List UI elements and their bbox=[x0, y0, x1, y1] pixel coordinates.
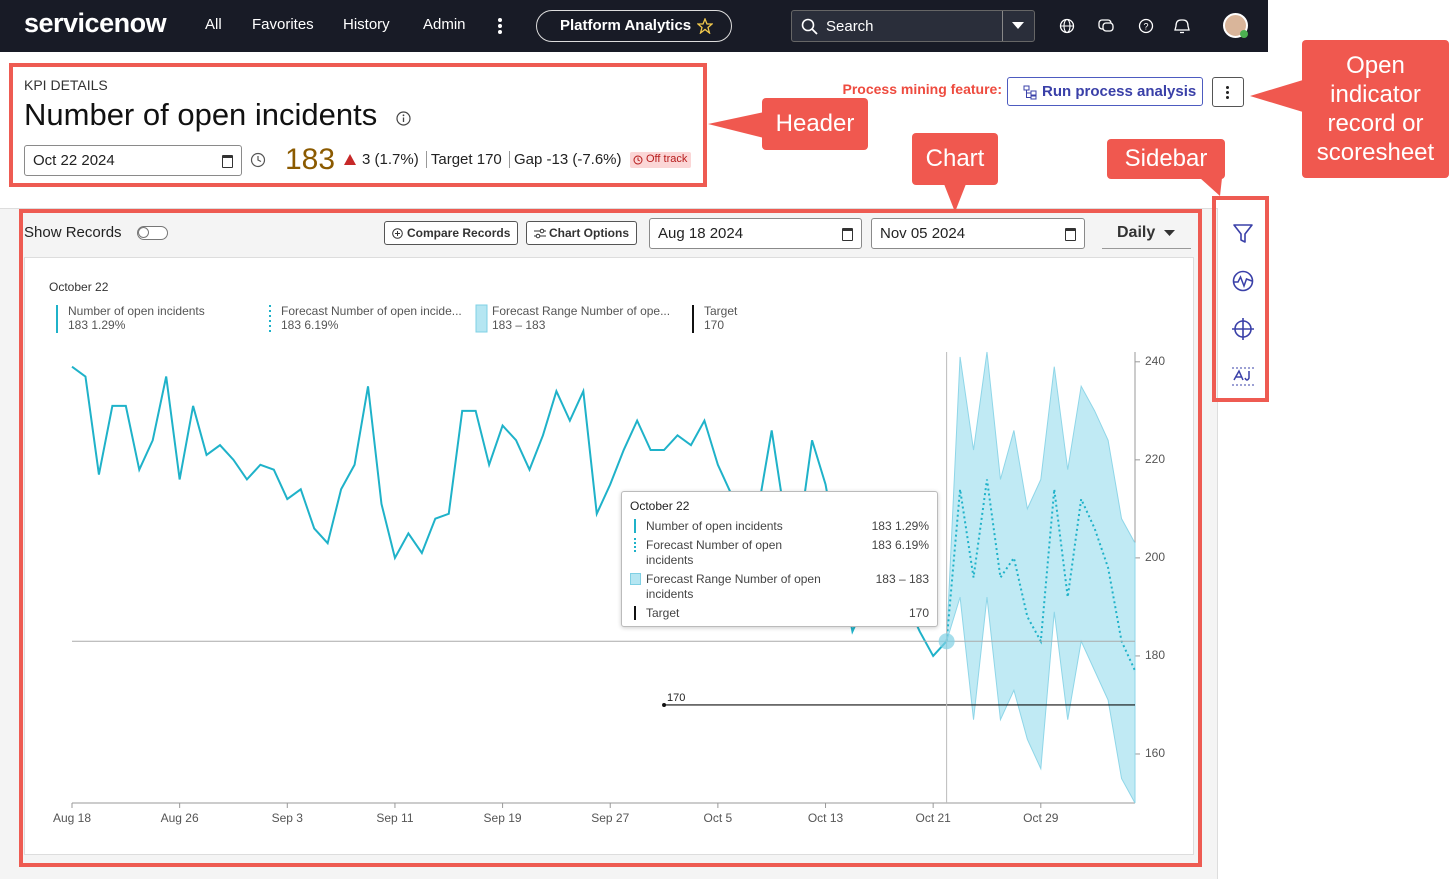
target-label: Target bbox=[425, 151, 473, 168]
calendar-icon bbox=[842, 228, 853, 241]
sidebar-icons[interactable] bbox=[1228, 220, 1258, 390]
process-label: Process mining feature: bbox=[842, 81, 1003, 97]
chart-outline bbox=[19, 209, 1202, 867]
tooltip: October 22 Number of open incidents 183 1… bbox=[621, 491, 938, 627]
show-records-toggle[interactable] bbox=[137, 226, 168, 240]
more-button[interactable] bbox=[1212, 77, 1244, 107]
status-badge: Off track bbox=[630, 152, 692, 168]
chart-options-text: Chart Options bbox=[549, 226, 629, 240]
toggle-knob bbox=[138, 227, 149, 238]
status-text: Off track bbox=[646, 153, 688, 165]
tooltip-value: 170 bbox=[908, 606, 929, 620]
status-icon bbox=[633, 155, 643, 165]
app-name: Platform Analytics bbox=[560, 17, 692, 34]
tooltip-value: 183 1.29% bbox=[871, 519, 929, 533]
run-analysis-text: Run process analysis bbox=[1042, 83, 1197, 100]
kpi-value: 183 bbox=[285, 143, 336, 176]
eyebrow: KPI DETAILS bbox=[24, 77, 108, 93]
caret[interactable] bbox=[1012, 22, 1024, 30]
show-records-label: Show Records bbox=[24, 224, 122, 241]
gap-value: -13 (-7.6%) bbox=[546, 151, 622, 168]
nav-item[interactable]: History bbox=[343, 16, 390, 33]
tooltip-label: Target bbox=[646, 606, 680, 620]
nav-icons[interactable]: ? bbox=[1058, 17, 1198, 35]
end-date-input[interactable]: Nov 05 2024 bbox=[871, 218, 1085, 249]
tooltip-value: 183 – 183 bbox=[875, 572, 929, 586]
search-placeholder: Search bbox=[826, 18, 874, 35]
presence-dot bbox=[1240, 30, 1248, 38]
logo[interactable]: servicenow bbox=[24, 8, 167, 38]
plus-icon bbox=[392, 228, 403, 239]
kpi-stats: 3 (1.7%) Target 170 Gap -13 (-7.6%) bbox=[362, 151, 622, 168]
header-outline bbox=[9, 63, 707, 187]
star-icon bbox=[697, 18, 713, 34]
callout: Header bbox=[762, 98, 868, 150]
calendar-icon bbox=[1065, 228, 1076, 241]
search-icon bbox=[801, 18, 818, 35]
run-analysis-button[interactable]: Run process analysis bbox=[1007, 77, 1203, 106]
top-nav: servicenow All Favorites History Admin P… bbox=[0, 0, 1268, 52]
kpi-title: Number of open incidents bbox=[24, 97, 378, 132]
process-icon bbox=[1023, 85, 1037, 100]
search-box[interactable]: Search bbox=[791, 10, 1035, 42]
up-arrow bbox=[344, 154, 356, 165]
caret bbox=[1164, 230, 1175, 236]
tooltip-title: October 22 bbox=[630, 499, 690, 513]
tooltip-label: Forecast Number of open incidents bbox=[646, 538, 783, 567]
tooltip-row: Forecast Range Number of open incidents 1… bbox=[630, 572, 929, 602]
kebab bbox=[1226, 91, 1229, 94]
tooltip-value: 183 6.19% bbox=[871, 538, 929, 552]
start-date-input[interactable]: Aug 18 2024 bbox=[649, 218, 862, 249]
tooltip-swatch bbox=[634, 538, 636, 552]
tooltip-swatch bbox=[634, 606, 636, 620]
nav-item[interactable]: Favorites bbox=[252, 16, 314, 33]
kpi-change: 3 (1.7%) bbox=[362, 151, 419, 168]
interval-value: Daily bbox=[1117, 224, 1156, 241]
start-date: Aug 18 2024 bbox=[658, 225, 744, 242]
chart-options-button[interactable]: Chart Options bbox=[526, 221, 637, 245]
date-value: Oct 22 2024 bbox=[33, 152, 115, 169]
date-input[interactable]: Oct 22 2024 bbox=[24, 145, 242, 176]
compare-text: Compare Records bbox=[407, 226, 511, 240]
nav-item[interactable]: All bbox=[205, 16, 222, 33]
clock-icon[interactable] bbox=[250, 152, 266, 168]
avatar[interactable] bbox=[1223, 13, 1248, 38]
callout: Chart bbox=[912, 133, 998, 185]
tooltip-row: Forecast Number of open incidents 183 6.1… bbox=[630, 538, 929, 568]
tooltip-swatch bbox=[630, 573, 641, 585]
compare-records-button[interactable]: Compare Records bbox=[384, 221, 519, 245]
calendar-icon bbox=[222, 155, 233, 168]
divider bbox=[1002, 11, 1003, 41]
callout: Open indicator record or scoresheet bbox=[1302, 40, 1449, 178]
target-value: 170 bbox=[476, 151, 502, 168]
sidebar-outline bbox=[1212, 196, 1269, 402]
tooltip-row: Number of open incidents 183 1.29% bbox=[630, 519, 929, 534]
callout: Sidebar bbox=[1107, 139, 1225, 179]
tooltip-swatch bbox=[634, 519, 636, 533]
sliders-icon bbox=[534, 228, 546, 239]
more-menu[interactable] bbox=[498, 24, 502, 28]
nav-item[interactable]: Admin bbox=[423, 16, 466, 33]
tooltip-row: Target 170 bbox=[630, 606, 929, 621]
gap-label: Gap bbox=[508, 151, 543, 168]
tooltip-label: Number of open incidents bbox=[646, 519, 783, 533]
interval-select[interactable]: Daily bbox=[1102, 218, 1191, 249]
tooltip-label: Forecast Range Number of open incidents bbox=[646, 572, 821, 601]
app-pill[interactable]: Platform Analytics bbox=[536, 10, 732, 42]
end-date: Nov 05 2024 bbox=[880, 225, 966, 242]
info-icon[interactable] bbox=[396, 111, 411, 126]
help-glyph: ? bbox=[1143, 21, 1148, 31]
